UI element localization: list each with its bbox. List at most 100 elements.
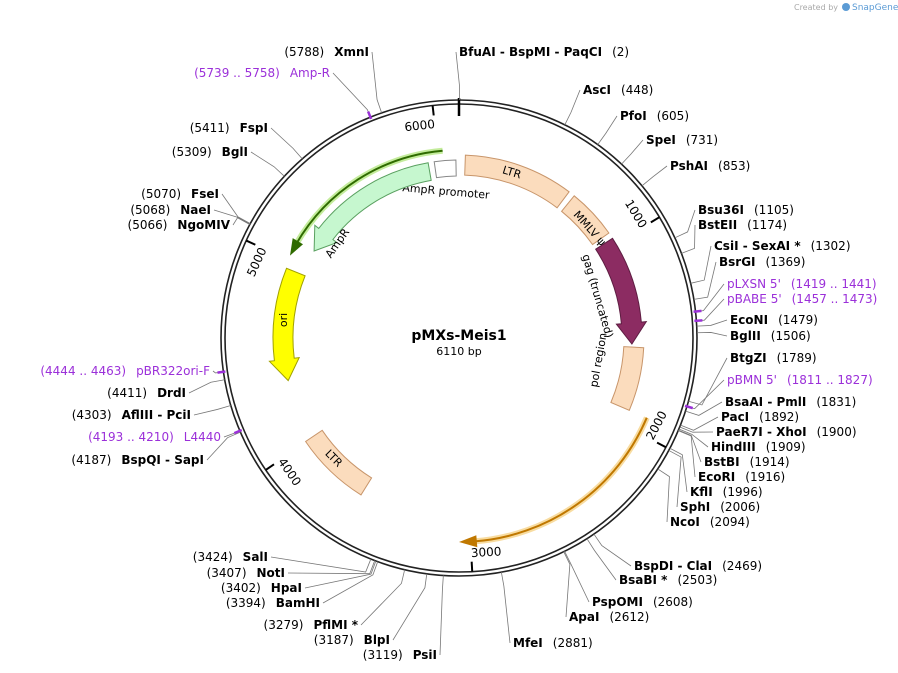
position: (1811 .. 1827) — [787, 373, 873, 387]
site-label: HindIII (1909) — [711, 440, 806, 454]
leader-line — [685, 401, 723, 416]
position: (2006) — [720, 500, 760, 514]
leader-line — [564, 551, 590, 603]
primer-mark — [366, 111, 373, 120]
leader-line — [270, 556, 372, 573]
leader-line — [678, 430, 696, 478]
leader-line — [270, 127, 303, 160]
site-label: BsaAI - PmlI (1831) — [725, 395, 856, 409]
ampr-arc-head — [290, 238, 303, 256]
enzyme-name: BspDI - ClaI — [634, 559, 712, 573]
leader-line — [206, 431, 241, 461]
leader-line — [693, 261, 717, 300]
primer-mark — [233, 428, 243, 435]
site-label: (5309) BglI — [172, 145, 248, 159]
leader-line — [679, 426, 714, 433]
enzyme-name: BglII — [730, 329, 761, 343]
enzyme-name: BspQI - SapI — [121, 453, 204, 467]
site-label: (4411) DrdI — [107, 386, 186, 400]
leader-line — [439, 575, 444, 656]
enzyme-name: SphI — [680, 500, 710, 514]
enzyme-name: NgoMIV — [177, 218, 230, 232]
site-label: CsiI - SexAI * (1302) — [714, 239, 851, 253]
position: (1831) — [816, 395, 856, 409]
position: (1479) — [778, 313, 818, 327]
leader-line — [304, 560, 377, 589]
position: (448) — [621, 83, 653, 97]
site-label: (5068) NaeI — [130, 203, 211, 217]
enzyme-name: BsaAI - PmlI — [725, 395, 806, 409]
enzyme-name: SalI — [243, 550, 268, 564]
position: (2608) — [653, 595, 693, 609]
enzyme-name: PflMI * — [313, 618, 358, 632]
site-label: BspDI - ClaI (2469) — [634, 559, 762, 573]
enzyme-name: AscI — [583, 83, 611, 97]
site-label: (3119) PsiI — [363, 648, 437, 662]
site-label: KflI (1996) — [690, 485, 763, 499]
feature-label: pol region — [587, 332, 609, 389]
leader-line — [690, 245, 712, 284]
primer-label: (5739 .. 5758) Amp-R — [194, 66, 330, 80]
leader-line — [680, 416, 719, 431]
site-label: (3402) HpaI — [221, 581, 302, 595]
enzyme-name: BsrGI — [719, 255, 756, 269]
leader-line — [564, 89, 581, 125]
tick-mark — [265, 463, 275, 471]
enzyme-name: EcoRI — [698, 470, 735, 484]
feature — [610, 346, 645, 411]
position: (605) — [657, 109, 689, 123]
position: (1914) — [750, 455, 790, 469]
position: (4303) — [72, 408, 112, 422]
leader-line — [188, 379, 225, 394]
leader-line — [322, 561, 379, 604]
position: (731) — [686, 133, 718, 147]
enzyme-name: ApaI — [569, 610, 599, 624]
leader-line — [371, 51, 383, 114]
enzyme-name: KflI — [690, 485, 713, 499]
logo-prefix: Created by — [794, 3, 838, 12]
site-label: (5788) XmnI — [284, 45, 369, 59]
position: (3279) — [264, 618, 304, 632]
site-label: (5411) FspI — [190, 121, 268, 135]
position: (5070) — [141, 187, 181, 201]
feature-label: ori — [277, 313, 290, 327]
site-label: EcoNI (1479) — [730, 313, 818, 327]
position: (1909) — [766, 440, 806, 454]
position: (853) — [718, 159, 750, 173]
leader-line — [213, 209, 251, 225]
leader-line — [332, 72, 371, 118]
site-label: (3394) BamHI — [226, 596, 320, 610]
leader-line — [593, 533, 632, 567]
primer-label: (4193 .. 4210) L4440 — [88, 430, 221, 444]
enzyme-name: SpeI — [646, 133, 676, 147]
primer-name: pLXSN 5' — [727, 277, 781, 291]
primer-name: pBMN 5' — [727, 373, 777, 387]
position: (1789) — [777, 351, 817, 365]
enzyme-name: PfoI — [620, 109, 647, 123]
enzyme-name: BtgZI — [730, 351, 767, 365]
feature — [560, 195, 610, 246]
enzyme-name: NotI — [257, 566, 286, 580]
primer-name: Amp-R — [290, 66, 330, 80]
enzyme-name: AflIII - PciI — [122, 408, 191, 422]
enzyme-name: DrdI — [157, 386, 186, 400]
enzyme-name: CsiI - SexAI * — [714, 239, 801, 253]
leader-line — [287, 560, 376, 575]
site-label: BglII (1506) — [730, 329, 811, 343]
position: (4193 .. 4210) — [88, 430, 174, 444]
site-label: AscI (448) — [583, 83, 653, 97]
enzyme-name: Bsu36I — [698, 203, 744, 217]
enzyme-name: MfeI — [513, 636, 543, 650]
logo-icon — [842, 3, 850, 11]
enzyme-name: PaeR7I - XhoI — [716, 425, 807, 439]
leader-line — [668, 450, 682, 508]
enzyme-name: BstEII — [698, 218, 737, 232]
leader-line — [696, 332, 728, 337]
position: (5788) — [284, 45, 324, 59]
leader-line — [500, 572, 511, 644]
enzyme-name: XmnI — [334, 45, 369, 59]
leader-line — [657, 468, 670, 523]
position: (1419 .. 1441) — [791, 277, 877, 291]
site-label: (4187) BspQI - SapI — [71, 453, 204, 467]
